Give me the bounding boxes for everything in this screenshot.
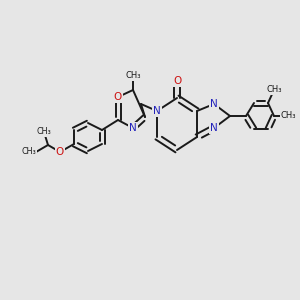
Text: O: O (114, 92, 122, 102)
Text: O: O (173, 76, 181, 86)
Text: CH₃: CH₃ (37, 128, 51, 136)
Text: N: N (210, 123, 218, 133)
Text: CH₃: CH₃ (21, 148, 36, 157)
Text: N: N (210, 99, 218, 109)
Text: N: N (129, 123, 137, 133)
Text: O: O (56, 147, 64, 157)
Text: CH₃: CH₃ (125, 71, 141, 80)
Text: CH₃: CH₃ (266, 85, 282, 94)
Text: N: N (153, 106, 161, 116)
Text: CH₃: CH₃ (280, 112, 296, 121)
